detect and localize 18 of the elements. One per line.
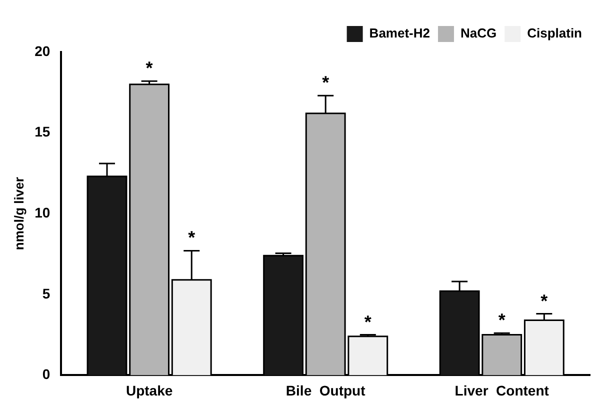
data-label: * bbox=[188, 228, 196, 248]
y-tick-label: 5 bbox=[42, 285, 50, 302]
y-tick-label: 0 bbox=[42, 366, 50, 382]
data-label: * bbox=[498, 310, 506, 330]
legend-label: Bamet-H2 bbox=[369, 26, 430, 41]
legend-label: Cisplatin bbox=[527, 26, 582, 41]
legend-label: NaCG bbox=[460, 26, 497, 41]
x-tick-label: Uptake bbox=[126, 382, 173, 398]
y-axis-title: nmol/g liver bbox=[11, 177, 26, 250]
data-label: * bbox=[146, 58, 153, 78]
data-label: * bbox=[322, 72, 330, 93]
data-label: * bbox=[540, 290, 548, 311]
y-tick-label: 20 bbox=[34, 42, 50, 59]
y-tick-label: 10 bbox=[34, 204, 50, 220]
x-tick-label: Liver Content bbox=[454, 382, 550, 398]
x-tick-label: Bile Output bbox=[286, 382, 366, 398]
y-tick-label: 15 bbox=[34, 124, 50, 140]
data-label: * bbox=[364, 312, 372, 332]
